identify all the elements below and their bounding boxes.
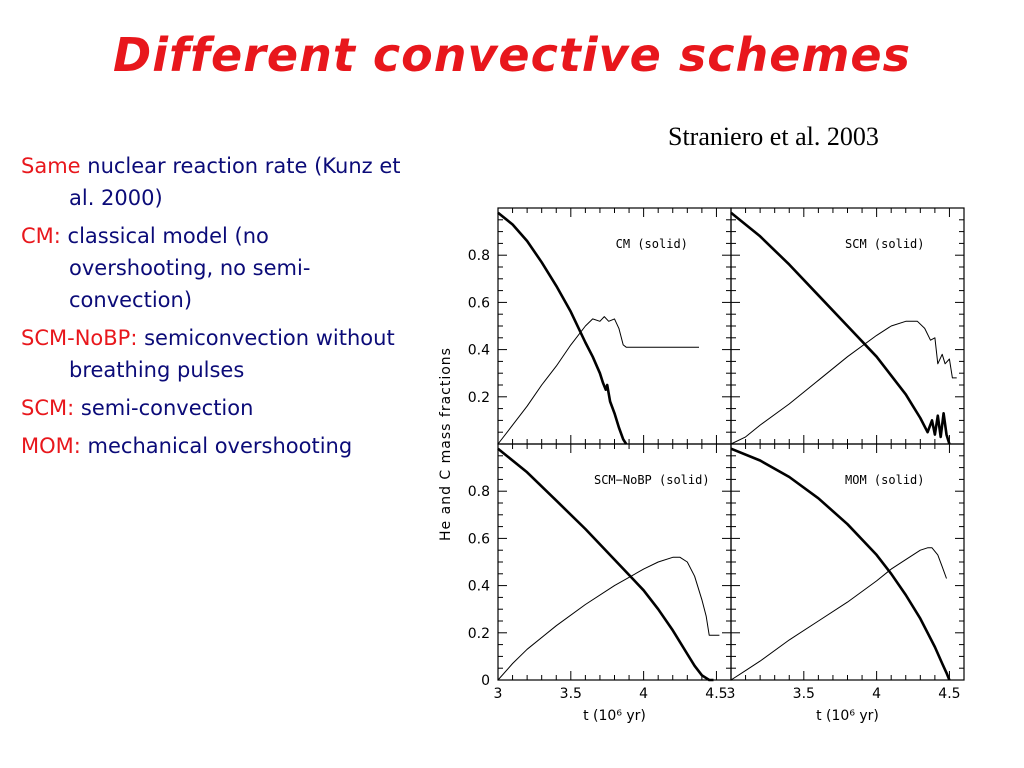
x-tick-label: 3.5	[793, 686, 815, 702]
y-tick-label: 0.2	[468, 626, 490, 642]
bullet-lead: MOM:	[21, 434, 81, 458]
bullet-lead: Same	[21, 154, 81, 178]
solid-series-line	[497, 447, 714, 682]
citation: Straniero et al. 2003	[668, 122, 879, 151]
bullet-lead: SCM:	[21, 396, 75, 420]
x-tick-label: 3	[727, 686, 736, 702]
y-axis-label: He and C mass fractions	[438, 347, 454, 541]
y-tick-label: 0	[481, 673, 490, 689]
y-tick-label: 0.8	[468, 484, 490, 500]
panel-frame	[497, 207, 732, 445]
y-tick-label: 0.6	[468, 295, 490, 311]
thin-series-line	[497, 316, 699, 445]
x-tick-label: 4	[872, 686, 881, 702]
y-tick-label: 0.4	[468, 579, 490, 595]
bullet-list: Same nuclear reaction rate (Kunz et al. …	[21, 150, 401, 468]
bullet-desc: classical model (no overshooting, no sem…	[67, 224, 311, 312]
bullet-desc: nuclear reaction rate (Kunz et al. 2000)	[69, 154, 401, 210]
convective-schemes-chart: CM (solid) SCM (solid) SCM−NoBP (solid) MOM…	[438, 207, 965, 724]
x-tick-label: 3.5	[560, 686, 582, 702]
y-tick-label: 0.8	[468, 248, 490, 264]
bullet-item: SCM: semi-convection	[21, 392, 401, 424]
x-axis-label: t (10⁶ yr)	[583, 708, 646, 724]
thin-series-line	[497, 556, 720, 681]
slide-title: Different convective schemes	[113, 28, 911, 82]
bullet-item: SCM-NoBP: semiconvection without breathi…	[21, 322, 401, 386]
y-tick-label: 0.2	[468, 390, 490, 406]
bullet-lead: CM:	[21, 224, 61, 248]
thin-series-line	[730, 320, 957, 445]
bullet-desc: semi-convection	[80, 396, 254, 420]
panel-label: CM (solid)	[616, 237, 688, 251]
solid-series-line	[730, 447, 951, 681]
y-tick-label: 0.6	[468, 531, 490, 547]
bullet-item: Same nuclear reaction rate (Kunz et al. …	[21, 150, 401, 214]
solid-series-line	[497, 211, 628, 445]
thin-series-line	[730, 547, 947, 681]
x-tick-label: 4.5	[705, 686, 727, 702]
x-tick-label: 3	[494, 686, 503, 702]
panel-label: SCM−NoBP (solid)	[594, 473, 710, 487]
y-tick-label: 0.4	[468, 343, 490, 359]
bullet-lead: SCM-NoBP:	[21, 326, 138, 350]
x-tick-label: 4	[639, 686, 648, 702]
solid-series-line	[730, 211, 951, 445]
panel-label: MOM (solid)	[845, 473, 924, 487]
bullet-item: MOM: mechanical overshooting	[21, 430, 401, 462]
x-tick-label: 4.5	[938, 686, 960, 702]
bullet-item: CM: classical model (no overshooting, no…	[21, 220, 401, 316]
panel-label: SCM (solid)	[845, 237, 924, 251]
x-axis-label: t (10⁶ yr)	[816, 708, 879, 724]
bullet-desc: semiconvection without breathing pulses	[69, 326, 395, 382]
bullet-desc: mechanical overshooting	[87, 434, 353, 458]
